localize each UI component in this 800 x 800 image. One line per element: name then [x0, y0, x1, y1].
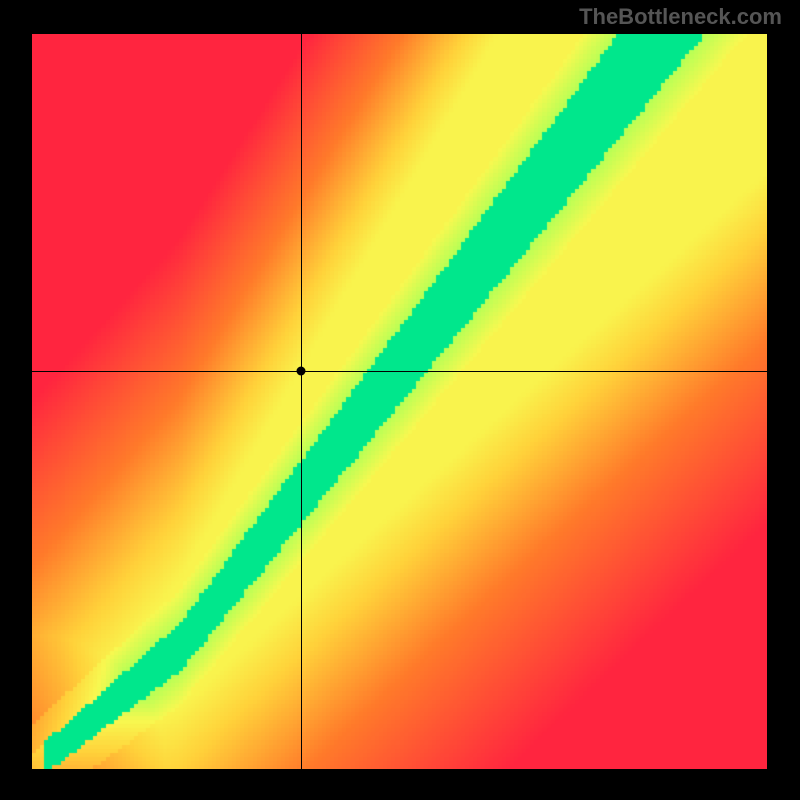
attribution-label: TheBottleneck.com: [579, 4, 782, 30]
crosshair-horizontal: [32, 371, 767, 372]
chart-container: TheBottleneck.com: [0, 0, 800, 800]
heatmap-plot-area: [32, 34, 767, 769]
crosshair-vertical: [301, 34, 302, 769]
data-point-marker: [297, 367, 306, 376]
heatmap-canvas: [32, 34, 767, 769]
